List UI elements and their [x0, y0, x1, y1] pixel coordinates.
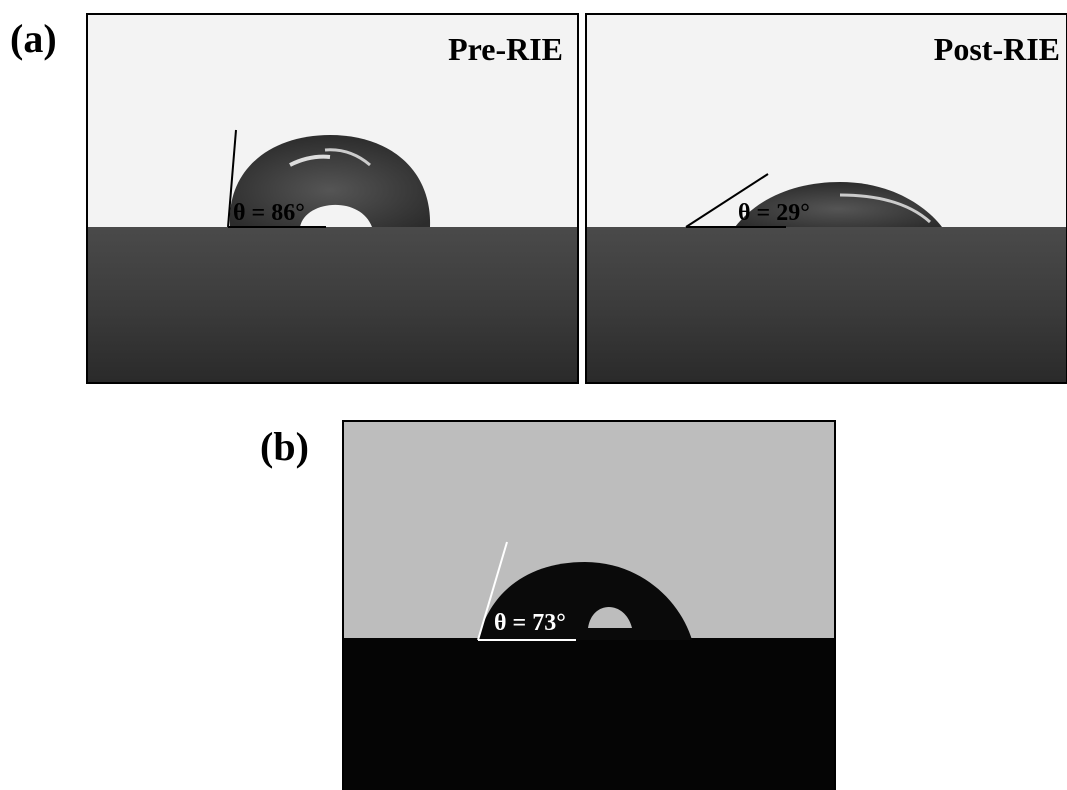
- angle-label: θ = 86°: [233, 200, 305, 226]
- image-post-rie: [587, 15, 1067, 382]
- image-title: Pre-RIE: [448, 31, 563, 67]
- angle-label: θ = 73°: [494, 610, 566, 636]
- image-b: [344, 422, 834, 790]
- panel-label: (a): [10, 16, 57, 61]
- image-pre-rie: [88, 15, 577, 382]
- figure: (a) Pre-RIE Post-RIE θ = 86° θ = 29° (b)…: [0, 0, 1067, 790]
- image-title: Post-RIE: [934, 31, 1060, 67]
- angle-label: θ = 29°: [738, 200, 810, 226]
- panel-label: (b): [260, 424, 309, 469]
